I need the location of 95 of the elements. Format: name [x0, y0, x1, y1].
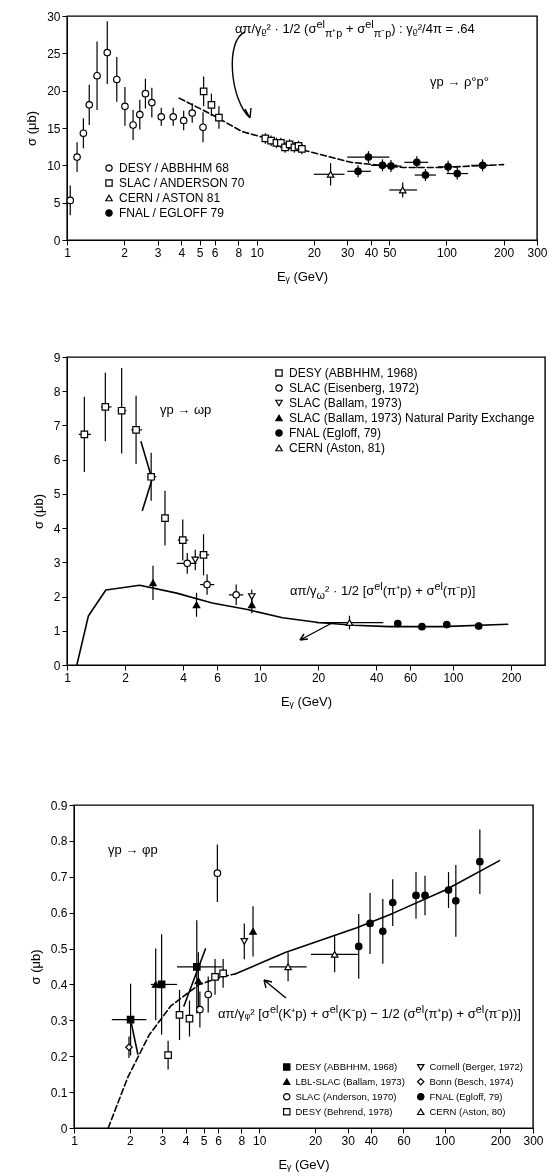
x-axis-title: Eᵧ (GeV) [278, 1156, 330, 1172]
y-tick-label: 9 [53, 350, 61, 365]
y-tick-label: 0 [60, 1121, 68, 1136]
legend-label: DESY (ABBHHM, 1968) [289, 366, 418, 380]
legend-label: LBL-SLAC (Ballam, 1973) [295, 1075, 405, 1087]
y-tick-label: 7 [53, 418, 61, 433]
x-tick-label: 4 [178, 245, 186, 260]
text: απ/γᵩ² [σ$^{el}$(K⁺p) + σ$^{el}$(K⁻p) − 1/2 (σ$^{el}$(π⁺p) + σ$^{el}$(π⁻p))] [218, 1003, 521, 1022]
x-axis-title: Eᵧ (GeV) [276, 268, 329, 284]
x-tick-label: 20 [308, 1133, 323, 1148]
x-tick-label: 60 [403, 670, 418, 685]
x-tick-label: 2 [126, 1133, 134, 1148]
y-tick-label: 0 [53, 233, 61, 248]
y-tick-label: 15 [47, 121, 61, 136]
x-tick-label: 100 [436, 245, 458, 260]
y-tick-label: 3 [53, 555, 61, 570]
y-tick-label: 0.2 [50, 1049, 68, 1064]
y-axis-title: σ (μb) [27, 949, 43, 985]
y-tick-label: 8 [53, 384, 61, 399]
x-tick-label: 300 [523, 1133, 544, 1148]
x-tick-label: 3 [159, 1133, 167, 1148]
x-tick-label: 200 [490, 1133, 512, 1148]
x-tick-label: 5 [196, 245, 204, 260]
legend-label: FNAL / EGLOFF 79 [119, 206, 225, 220]
x-tick-label: 200 [494, 245, 515, 260]
legend-label: SLAC (Ballam, 1973) Natural Parity Exchange [289, 411, 535, 425]
y-tick-label: 10 [47, 158, 61, 173]
x-tick-label: 20 [311, 670, 326, 685]
x-tick-label: 50 [383, 245, 397, 260]
y-tick-label: 0.9 [50, 798, 68, 813]
x-tick-label: 10 [253, 670, 268, 685]
x-tick-label: 2 [122, 670, 130, 685]
y-tick-label: 2 [53, 590, 61, 605]
y-tick-label: 0.6 [50, 906, 68, 921]
y-tick-label: 0.3 [50, 1013, 68, 1028]
legend-label: Cornell (Berger, 1972) [429, 1061, 523, 1073]
x-tick-label: 10 [253, 1133, 267, 1148]
x-tick-label: 8 [235, 245, 243, 260]
x-tick-label: 6 [215, 1133, 223, 1148]
x-tick-label: 10 [250, 245, 265, 260]
y-tick-label: 0 [53, 658, 61, 673]
legend-label: SLAC (Eisenberg, 1972) [289, 381, 420, 395]
x-tick-label: 6 [211, 245, 219, 260]
x-tick-label: 20 [307, 245, 322, 260]
x-tick-label: 30 [341, 1133, 356, 1148]
y-tick-label: 0.4 [50, 977, 68, 992]
legend-label: DESY / ABBHHM 68 [119, 161, 230, 175]
y-tick-label: 25 [47, 46, 61, 61]
y-tick-label: 0.8 [50, 834, 68, 849]
legend-label: SLAC / ANDERSON 70 [119, 176, 245, 190]
y-tick-label: 6 [53, 453, 61, 468]
x-tick-label: 5 [200, 1133, 208, 1148]
legend-label: DESY (ABBHHM, 1968) [295, 1061, 398, 1073]
x-axis-title: Eᵧ (GeV) [280, 693, 333, 709]
legend-label: CERN (Aston, 80) [429, 1105, 506, 1117]
x-tick-label: 4 [182, 1133, 190, 1148]
y-tick-label: 30 [47, 9, 61, 24]
y-tick-label: 0.1 [50, 1085, 68, 1100]
legend-label: SLAC (Ballam, 1973) [289, 396, 402, 410]
x-tick-label: 30 [341, 245, 355, 260]
x-tick-label: 40 [369, 670, 384, 685]
x-tick-label: 60 [397, 1133, 411, 1148]
x-tick-label: 1 [71, 1133, 79, 1148]
x-tick-label: 4 [180, 670, 188, 685]
x-tick-label: 100 [443, 670, 464, 685]
legend-label: CERN / ASTON 81 [119, 191, 221, 205]
x-tick-label: 40 [364, 1133, 379, 1148]
annotation: γp → φp [108, 842, 158, 857]
legend-label: FNAL (Egloff, 79) [289, 426, 382, 440]
legend-label: Bonn (Besch, 1974) [429, 1075, 514, 1087]
legend-label: DESY (Behrend, 1978) [295, 1105, 393, 1117]
y-axis-title: σ (μb) [24, 110, 40, 147]
annotation: γp → ρ°p° [430, 74, 489, 89]
y-tick-label: 4 [53, 521, 61, 536]
x-tick-label: 300 [527, 245, 548, 260]
x-tick-label: 200 [501, 670, 522, 685]
annotation: απ/γ$_{ω}$² · 1/2 [σ$^{el}$(π⁺p) + σ$^{el}$(π⁻p)] [290, 580, 476, 601]
x-tick-label: 100 [435, 1133, 456, 1148]
x-tick-label: 2 [121, 245, 129, 260]
y-tick-label: 0.5 [50, 942, 68, 957]
legend-label: SLAC (Anderson, 1970) [295, 1090, 397, 1102]
y-axis-title: σ (μb) [30, 493, 46, 530]
annotation: γp → ωp [160, 402, 212, 417]
x-tick-label: 8 [238, 1133, 246, 1148]
annotation: απ/γᵨ² · 1/2 (σ$^{el}$$_{π⁺p}$ + σ$^{el}$$_{π⁻p}$) : γᵨ²/4π = .64 [235, 18, 475, 40]
x-tick-label: 6 [214, 670, 222, 685]
y-tick-label: 1 [53, 624, 61, 639]
y-tick-label: 5 [53, 487, 61, 502]
x-tick-label: 40 [364, 245, 379, 260]
y-tick-label: 20 [47, 84, 61, 99]
legend-label: CERN (Aston, 81) [289, 441, 386, 455]
x-tick-label: 3 [154, 245, 162, 260]
legend-label: FNAL (Egloff, 79) [429, 1090, 503, 1102]
y-tick-label: 0.7 [50, 870, 68, 885]
y-tick-label: 5 [53, 196, 61, 211]
